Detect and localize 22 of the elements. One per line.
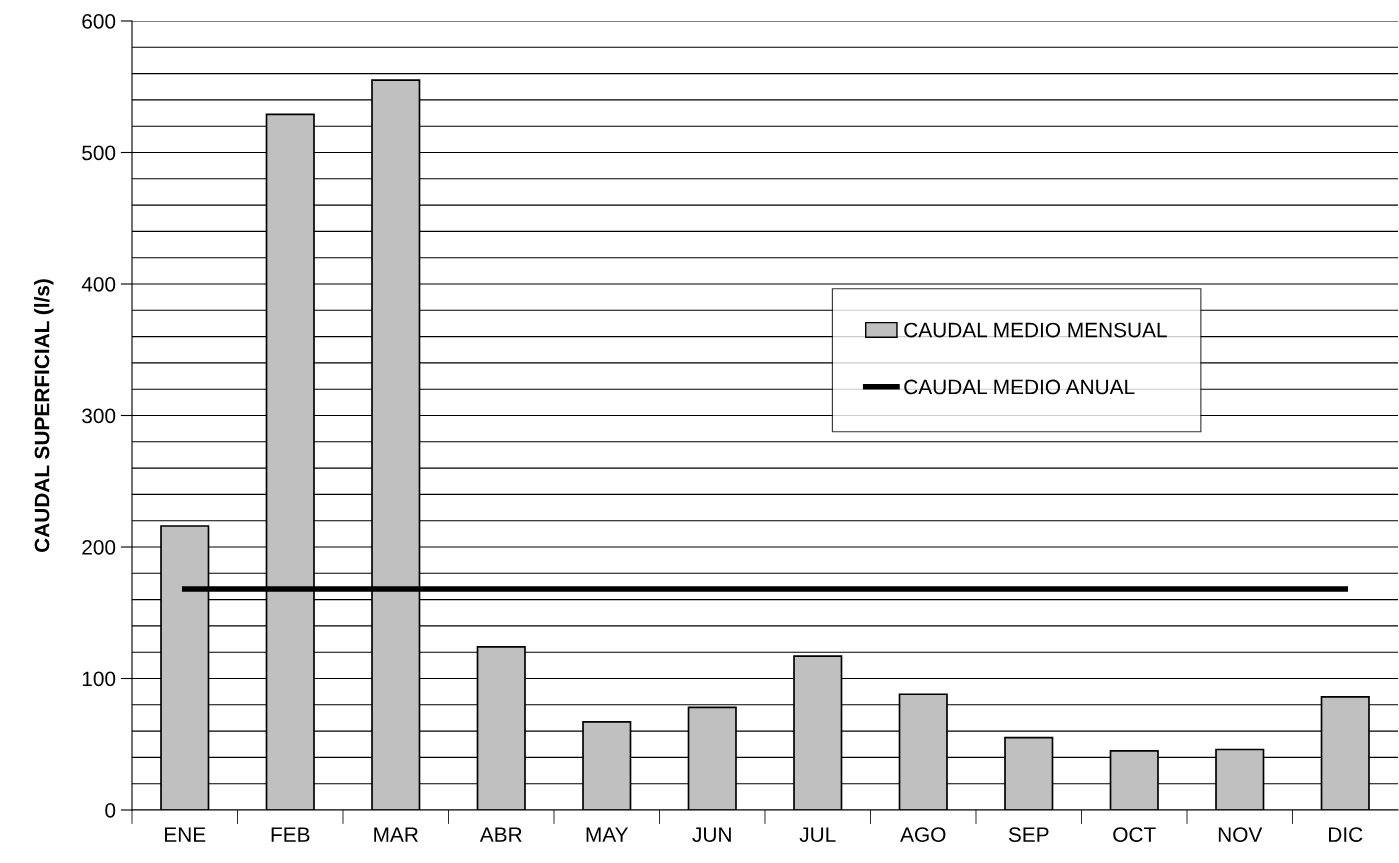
x-tick-label: SEP [1008, 827, 1049, 842]
y-tick-label: 600 [82, 14, 116, 29]
y-tick-label: 300 [82, 408, 116, 424]
x-tick-label: MAY [586, 827, 629, 842]
x-tick-label: OCT [1113, 827, 1156, 842]
legend-label: CAUDAL MEDIO MENSUAL [904, 322, 1167, 338]
x-tick-label: MAR [374, 827, 418, 842]
x-tick-label: DIC [1329, 827, 1363, 842]
y-axis-title: CAUDAL SUPERFICIAL (l/s) [34, 279, 54, 553]
y-tick-label: 200 [82, 540, 116, 555]
x-tick-label: JUL [799, 827, 836, 842]
legend-label: CAUDAL MEDIO ANUAL [904, 379, 1135, 395]
y-tick-label: 100 [82, 671, 116, 687]
x-tick-label: JUN [692, 827, 731, 842]
x-tick-label: ENE [165, 827, 206, 842]
y-tick-label: 400 [81, 277, 116, 292]
x-tick-label: FEB [271, 827, 310, 842]
x-tick-label: AGO [900, 827, 946, 842]
y-tick-label: 500 [82, 145, 116, 161]
y-tick-label: 0 [105, 803, 116, 818]
x-tick-label: NOV [1218, 827, 1263, 842]
x-tick-label: ABR [479, 827, 522, 842]
